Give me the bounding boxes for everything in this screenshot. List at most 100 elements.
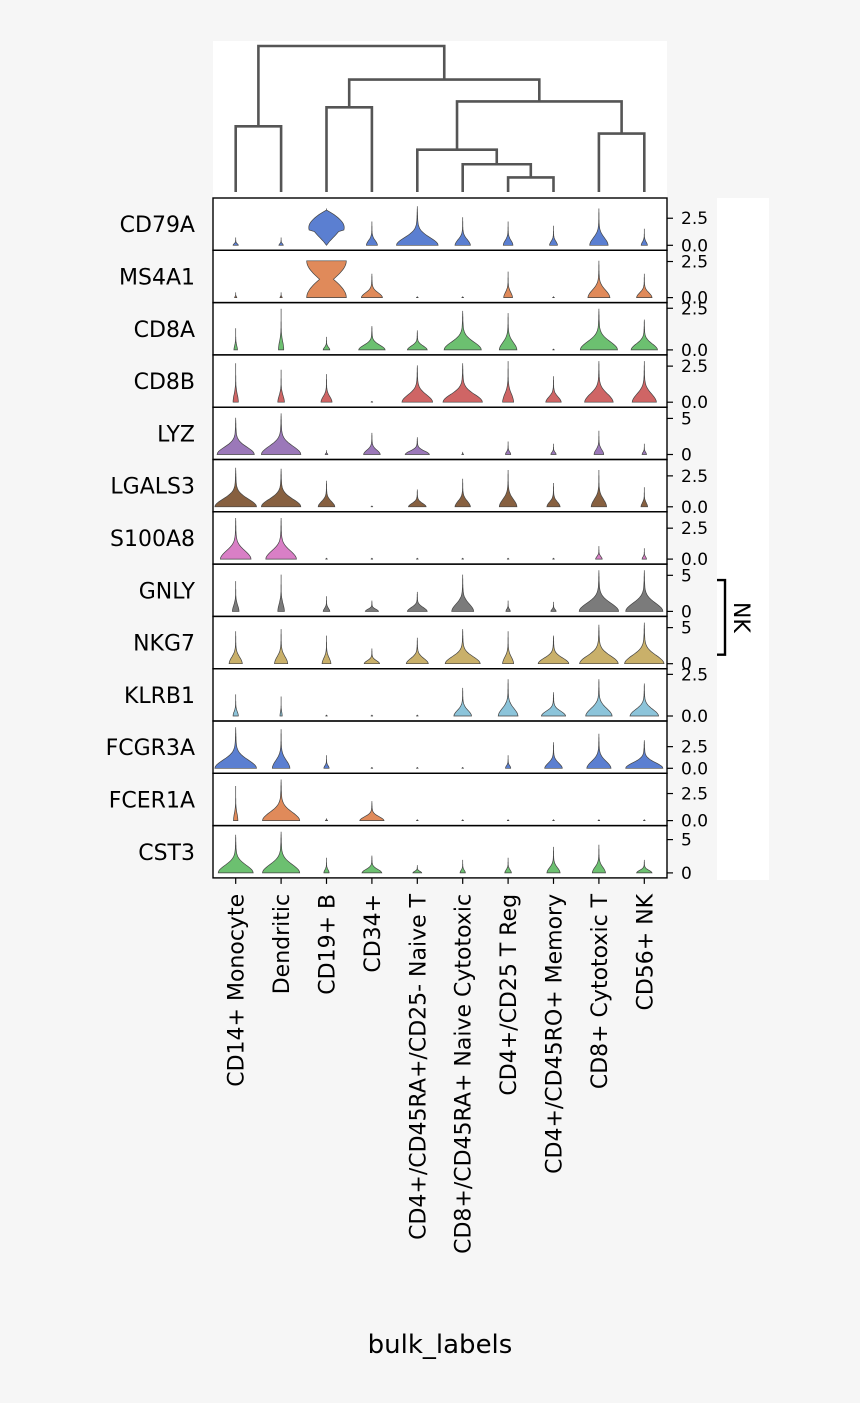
violin-lyz-cd4-cd25-t-reg [505, 441, 512, 455]
gene-row-fcgr3a: FCGR3A 2.50.0 [106, 720, 708, 779]
y-tick-label: 5 [681, 831, 692, 851]
violin-fcer1a-cd4-cd25-t-reg [506, 819, 510, 821]
violin-lgals3-cd34 [370, 505, 374, 508]
violin-cst3-cd8-cytotoxic-t [591, 844, 606, 874]
y-tick-label: 0.0 [681, 550, 708, 570]
y-tick-label: 2.5 [681, 299, 708, 319]
violin-nkg7-cd34 [363, 648, 381, 665]
violin-cd8a-cd4-cd45ra-cd25-naive-t [406, 330, 428, 351]
group-bracket [717, 578, 727, 656]
y-tick-label: 2.5 [681, 253, 708, 273]
violin-lyz-dendritic [260, 413, 302, 455]
dendrogram-link [257, 44, 446, 127]
violin-cst3-cd34 [361, 855, 383, 874]
violin-gnly-cd4-cd45ra-cd25-naive-t [406, 591, 428, 612]
violin-klrb1-cd34 [370, 714, 374, 717]
violin-cd8a-dendritic [278, 308, 285, 351]
violin-lyz-cd4-cd45ra-cd25-naive-t [404, 437, 430, 455]
gene-label: S100A8 [110, 527, 195, 552]
y-tick-label: 0.0 [681, 393, 708, 413]
violin-cst3-cd14-monocyte [217, 834, 254, 874]
violin-cst3-dendritic [262, 831, 301, 874]
violin-s100a8-cd4-cd45ro-memory [552, 557, 555, 560]
violin-cd79a-cd8-cd45ra-naive-cytotoxic [454, 217, 471, 246]
violin-klrb1-cd14-monocyte [232, 694, 239, 717]
violin-klrb1-dendritic [279, 696, 283, 717]
violin-nkg7-cd4-cd45ro-memory [537, 635, 570, 665]
gene-label: FCER1A [109, 788, 195, 813]
y-tick-label: 0 [681, 446, 692, 466]
gene-label: CD79A [120, 213, 195, 238]
y-tick-label: 0.0 [681, 341, 708, 361]
violin-ms4a1-cd19-b [306, 260, 347, 298]
category-label-cd34: CD34+ [361, 894, 386, 973]
y-tick-label: 0.0 [681, 812, 708, 832]
violin-lyz-cd4-cd45ro-memory [550, 443, 557, 455]
violin-fcer1a-cd14-monocyte [233, 786, 239, 821]
violin-fcgr3a-cd8-cytotoxic-t [586, 733, 612, 769]
gene-row-gnly: GNLY 5 0 [139, 563, 692, 622]
group-bracket-label: NK [728, 602, 753, 633]
violin-cd8b-dendritic [277, 369, 285, 403]
x-axis-title: bulk_labels [368, 1330, 513, 1360]
violin-cd8b-cd8-cytotoxic-t [584, 361, 614, 403]
gene-row-cd8b: CD8B 2.5 0.0 [134, 354, 708, 413]
violin-s100a8-cd19-b [325, 557, 328, 560]
violin-klrb1-cd8-cd45ra-naive-cytotoxic [453, 687, 472, 717]
violin-cd8b-cd4-cd45ra-cd25-naive-t [401, 365, 434, 403]
violin-gnly-cd8-cytotoxic-t [578, 570, 620, 612]
violin-ms4a1-cd56-nk [636, 273, 653, 298]
violin-lgals3-cd56-nk [640, 487, 648, 508]
violin-fcer1a-dendritic [262, 779, 301, 821]
gene-label: FCGR3A [106, 736, 195, 761]
violin-s100a8-cd14-monocyte [219, 518, 252, 560]
violin-ms4a1-cd4-cd45ro-memory [552, 296, 555, 298]
y-tick-label: 2.5 [681, 665, 708, 685]
y-tick-label: 0.0 [681, 289, 708, 309]
violin-gnly-cd14-monocyte [232, 581, 240, 612]
gene-label: KLRB1 [124, 684, 195, 709]
violin-nkg7-cd8-cytotoxic-t [579, 624, 619, 665]
violin-fcer1a-cd4-cd45ra-cd25-naive-t [416, 819, 419, 821]
gene-row-nkg7: NKG7 5 0 [133, 615, 692, 675]
category-label-dendritic: Dendritic [270, 894, 295, 994]
violin-ms4a1-cd8-cd45ra-naive-cytotoxic [461, 296, 464, 298]
y-tick-label: 2.5 [681, 467, 708, 487]
violin-s100a8-cd8-cd45ra-naive-cytotoxic [461, 557, 464, 560]
violin-lgals3-cd4-cd25-t-reg [498, 470, 518, 508]
gene-label: LYZ [157, 422, 195, 447]
y-tick-label: 5 [681, 409, 692, 429]
gene-label: NKG7 [133, 632, 195, 657]
y-tick-label: 5 [681, 619, 692, 639]
y-tick-label: 2.5 [681, 209, 708, 229]
violin-lyz-cd8-cytotoxic-t [593, 430, 605, 455]
violin-lyz-cd19-b [324, 450, 329, 455]
violin-fcgr3a-cd8-cd45ra-naive-cytotoxic [461, 767, 464, 769]
violin-cd79a-cd4-cd45ra-cd25-naive-t [396, 206, 439, 246]
y-tick-label: 0 [681, 655, 692, 675]
violin-s100a8-dendritic [265, 518, 297, 560]
violin-cd79a-dendritic [278, 237, 284, 246]
gene-row-cst3: CST3 5 0 [138, 824, 692, 884]
violin-cd79a-cd14-monocyte [232, 237, 239, 246]
violin-fcgr3a-cd19-b [323, 755, 330, 769]
violin-lgals3-cd19-b [317, 480, 336, 508]
violin-nkg7-cd14-monocyte [228, 631, 243, 665]
violin-s100a8-cd4-cd45ra-cd25-naive-t [416, 557, 419, 560]
y-tick-label: 0 [681, 602, 692, 622]
gene-label: CD8A [134, 318, 195, 343]
violin-klrb1-cd8-cytotoxic-t [585, 679, 613, 717]
category-label-cd4-cd45ra-cd25-naive-t: CD4+/CD45RA+/CD25- Naive T [406, 893, 431, 1240]
category-label-cd4-cd45ro-memory: CD4+/CD45RO+ Memory [543, 894, 568, 1174]
violin-klrb1-cd4-cd25-t-reg [497, 679, 519, 717]
violin-lyz-cd56-nk [641, 443, 647, 455]
category-label-cd56-nk: CD56+ NK [633, 893, 658, 1010]
category-label-cd4-cd25-t-reg: CD4+/CD25 T Reg [497, 894, 522, 1096]
y-tick-label: 0.0 [681, 707, 708, 727]
gene-label: MS4A1 [119, 265, 195, 290]
y-tick-label: 5 [681, 566, 692, 586]
violin-klrb1-cd19-b [325, 714, 328, 717]
violin-cd8a-cd19-b [322, 336, 331, 351]
violin-cd79a-cd34 [366, 221, 378, 246]
violin-ms4a1-dendritic [279, 292, 283, 298]
